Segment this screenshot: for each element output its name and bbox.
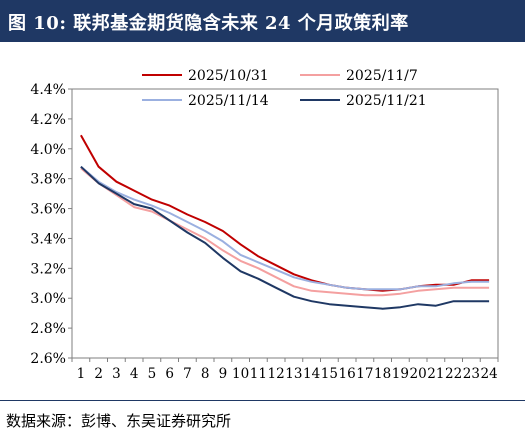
x-tick-label: 14	[303, 366, 320, 382]
x-tick-label: 21	[427, 366, 444, 382]
x-tick-label: 1	[77, 366, 86, 382]
legend-label: 2025/11/21	[346, 93, 427, 109]
x-tick-label: 16	[339, 366, 356, 382]
x-tick-label: 20	[410, 366, 427, 382]
chart-legend: 2025/10/31 2025/11/7 2025/11/14 2025/11/21	[142, 68, 427, 109]
x-tick-label: 13	[285, 366, 302, 382]
x-tick-label: 19	[392, 366, 409, 382]
line-chart: 2.6% 2.8% 3.0% 3.2% 3.4% 3.6% 3.8% 4.0% 4.2% 4.4%…	[30, 68, 499, 382]
x-tick-label: 22	[445, 366, 462, 382]
y-tick-label: 2.8%	[30, 321, 66, 337]
x-tick-label: 6	[165, 366, 174, 382]
x-tick-label: 4	[130, 366, 139, 382]
y-tick-label: 4.2%	[30, 112, 66, 128]
x-tick-label: 7	[183, 366, 192, 382]
x-tick-label: 23	[463, 366, 480, 382]
legend-label: 2025/11/7	[346, 68, 418, 84]
y-tick-label: 2.6%	[30, 351, 66, 367]
x-tick-label: 5	[148, 366, 157, 382]
series-line-1	[80, 167, 490, 297]
x-tick-label: 9	[219, 366, 228, 382]
y-tick-label: 3.4%	[30, 231, 66, 247]
y-tick-label: 4.0%	[30, 142, 66, 158]
x-tick-label: 10	[232, 366, 249, 382]
legend-label: 2025/11/14	[188, 93, 269, 109]
x-tick-label: 24	[481, 366, 498, 382]
source-note: 数据来源：彭博、东吴证券研究所	[6, 412, 232, 430]
figure-title-bar: 图 10: 联邦基金期货隐含未来 24 个月政策利率	[0, 0, 525, 42]
series-line-3	[80, 165, 490, 310]
source-divider	[0, 400, 525, 401]
figure-title: 图 10: 联邦基金期货隐含未来 24 个月政策利率	[8, 13, 409, 34]
y-tick-label: 3.2%	[30, 261, 66, 277]
x-tick-label: 11	[250, 366, 267, 382]
series-line-2	[80, 165, 490, 291]
chart-axes: 2.6% 2.8% 3.0% 3.2% 3.4% 3.6% 3.8% 4.0% 4.2% 4.4%…	[30, 82, 499, 382]
y-tick-label: 4.4%	[30, 82, 66, 98]
x-tick-label: 12	[268, 366, 285, 382]
x-tick-label: 2	[94, 366, 103, 382]
x-tick-label: 15	[321, 366, 338, 382]
series-line-0	[80, 134, 490, 292]
chart-series-lines	[80, 134, 490, 310]
y-tick-label: 3.0%	[30, 291, 66, 307]
y-tick-label: 3.6%	[30, 202, 66, 218]
legend-label: 2025/10/31	[188, 68, 269, 84]
x-tick-label: 3	[112, 366, 121, 382]
x-tick-label: 18	[374, 366, 391, 382]
plot-frame	[71, 88, 499, 359]
x-tick-label: 17	[356, 366, 373, 382]
y-tick-label: 3.8%	[30, 172, 66, 188]
x-tick-label: 8	[201, 366, 210, 382]
